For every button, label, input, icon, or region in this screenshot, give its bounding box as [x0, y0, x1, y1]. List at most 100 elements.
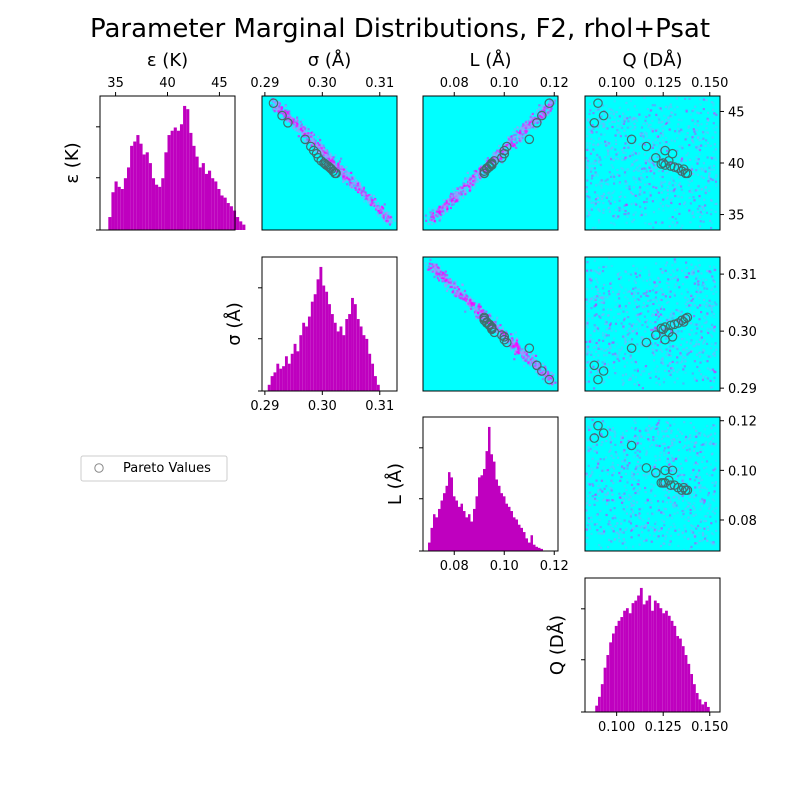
- density-cell: [535, 361, 538, 364]
- density-cell: [598, 156, 601, 159]
- density-cell: [686, 353, 689, 356]
- density-cell: [442, 276, 445, 279]
- density-cell: [688, 125, 691, 128]
- density-cell: [651, 328, 654, 332]
- density-cell: [713, 268, 716, 271]
- density-cell: [587, 317, 590, 320]
- density-cell: [524, 345, 528, 348]
- density-cell: [644, 343, 647, 346]
- density-cell: [638, 190, 642, 193]
- density-cell: [638, 305, 641, 308]
- density-cell: [588, 428, 591, 431]
- density-cell: [291, 120, 294, 123]
- density-cell: [596, 295, 599, 298]
- density-cell: [692, 141, 695, 144]
- density-cell: [645, 170, 648, 173]
- density-cell: [596, 464, 599, 467]
- density-cell: [592, 127, 595, 130]
- density-cell: [679, 227, 683, 230]
- density-cell: [670, 367, 673, 370]
- density-cell: [677, 471, 680, 474]
- density-cell: [334, 154, 337, 157]
- density-cell: [651, 130, 654, 133]
- density-cell: [322, 150, 326, 153]
- density-cell: [638, 384, 641, 387]
- density-cell: [604, 493, 607, 496]
- density-cell: [428, 265, 431, 268]
- density-cell: [708, 507, 711, 510]
- density-cell: [715, 184, 718, 187]
- density-cell: [714, 459, 718, 463]
- density-cell: [671, 317, 674, 320]
- density-cell: [512, 142, 515, 145]
- density-cell: [589, 449, 592, 452]
- density-cell: [657, 315, 660, 318]
- density-cell: [522, 130, 525, 133]
- density-cell: [638, 327, 641, 330]
- density-cell: [685, 459, 688, 462]
- density-cell: [684, 272, 687, 275]
- density-cell: [689, 158, 692, 161]
- density-cell: [318, 151, 321, 154]
- density-cell: [683, 314, 686, 317]
- density-cell: [487, 322, 490, 325]
- density-cell: [596, 522, 599, 526]
- density-cell: [592, 201, 596, 204]
- density-cell: [475, 311, 478, 314]
- density-cell: [588, 149, 591, 152]
- density-cell: [676, 155, 680, 158]
- density-cell: [708, 304, 711, 307]
- density-cell: [294, 125, 297, 128]
- density-cell: [681, 479, 684, 482]
- density-cell: [621, 122, 624, 125]
- density-cell: [694, 145, 698, 148]
- density-cell: [673, 258, 676, 261]
- density-cell: [503, 144, 506, 147]
- density-cell: [295, 121, 298, 124]
- density-cell: [693, 129, 696, 132]
- density-cell: [603, 480, 607, 483]
- density-cell: [549, 377, 552, 380]
- density-cell: [645, 159, 648, 163]
- density-cell: [664, 508, 668, 511]
- density-cell: [459, 193, 462, 196]
- density-cell: [500, 331, 503, 334]
- density-cell: [597, 532, 600, 535]
- density-cell: [467, 302, 470, 305]
- density-cell: [689, 422, 692, 425]
- density-cell: [469, 188, 472, 191]
- density-cell: [329, 155, 332, 158]
- density-cell: [669, 445, 672, 448]
- density-cell: [598, 518, 601, 522]
- histogram-bar-L: [488, 426, 491, 551]
- density-cell: [619, 125, 622, 128]
- density-cell: [678, 161, 681, 164]
- density-cell: [655, 327, 658, 330]
- density-cell: [665, 348, 668, 351]
- density-cell: [525, 125, 528, 128]
- density-cell: [606, 491, 610, 494]
- histogram-bar-L: [520, 527, 523, 551]
- density-cell: [677, 184, 681, 187]
- density-cell: [537, 107, 541, 110]
- density-cell: [699, 289, 702, 292]
- density-cell: [692, 134, 695, 138]
- density-cell: [665, 137, 668, 140]
- density-cell: [467, 302, 470, 305]
- density-cell: [373, 204, 376, 207]
- density-cell: [693, 506, 696, 509]
- density-cell: [531, 118, 534, 121]
- density-cell: [614, 208, 618, 211]
- density-cell: [609, 156, 612, 159]
- density-cell: [527, 352, 530, 355]
- density-cell: [647, 310, 650, 313]
- density-cell: [608, 487, 612, 490]
- density-cell: [699, 361, 702, 364]
- density-cell: [686, 135, 689, 138]
- density-cell: [597, 281, 600, 284]
- density-cell: [474, 308, 477, 312]
- density-cell: [709, 505, 712, 508]
- density-cell: [670, 111, 673, 114]
- density-cell: [659, 132, 662, 135]
- density-cell: [642, 135, 645, 138]
